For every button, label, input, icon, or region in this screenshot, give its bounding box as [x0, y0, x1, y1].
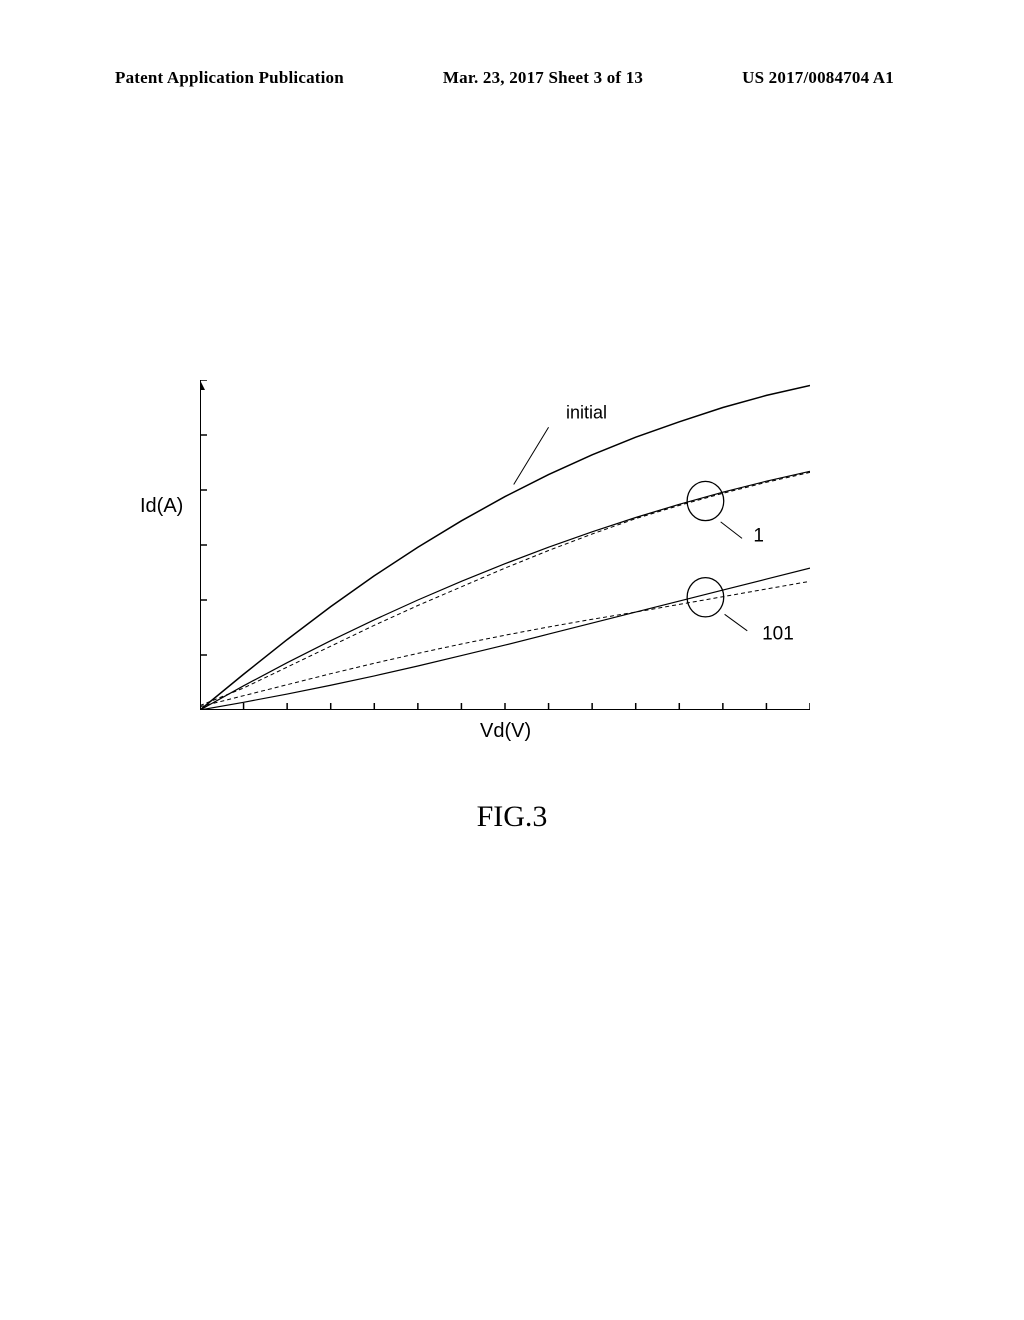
chart-container: Id(A) initial1101 Vd(V) — [200, 380, 850, 750]
figure-caption: FIG.3 — [0, 800, 1024, 834]
chart-svg: initial 1 101 — [200, 380, 810, 710]
svg-text:1: 1 — [753, 526, 764, 547]
header-center-text: Mar. 23, 2017 Sheet 3 of 13 — [443, 68, 643, 88]
svg-text:101: 101 — [762, 624, 794, 645]
header-left-text: Patent Application Publication — [115, 68, 344, 88]
header-right-text: US 2017/0084704 A1 — [742, 68, 894, 88]
x-axis-label: Vd(V) — [480, 720, 531, 743]
y-axis-label: Id(A) — [140, 495, 183, 518]
page-header: Patent Application Publication Mar. 23, … — [0, 68, 1024, 88]
svg-text:initial: initial — [566, 403, 607, 423]
